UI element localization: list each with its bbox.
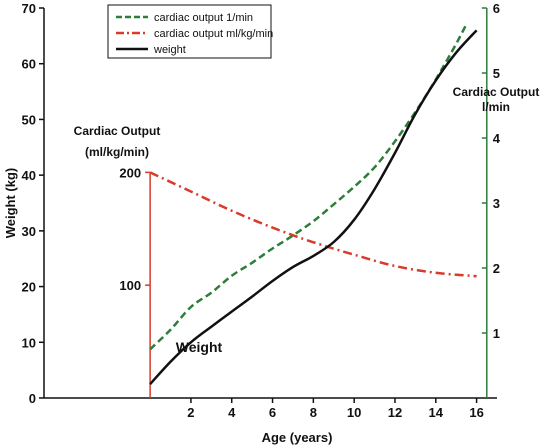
x-tick-label-10: 10 [347, 405, 361, 420]
y-right-tick-label-2: 2 [493, 261, 500, 276]
x-tick-label-12: 12 [388, 405, 402, 420]
y-left-tick-label-20: 20 [22, 280, 36, 295]
series-cardiac-output-lmin-line [149, 23, 468, 351]
weight-annotation: Weight [176, 339, 223, 355]
y-left-tick-label-70: 70 [22, 1, 36, 16]
x-tick-label-16: 16 [469, 405, 483, 420]
x-tick-label-4: 4 [228, 405, 236, 420]
y-inner-tick-label-100: 100 [119, 278, 141, 293]
legend-label-cardiac-output-lmin: cardiac output 1/min [154, 12, 253, 24]
y-left-tick-label-60: 60 [22, 57, 36, 72]
x-axis-title: Age (years) [262, 430, 333, 445]
plot-layer [149, 23, 478, 385]
right-axis-title-line2: l/min [482, 100, 510, 114]
y-axis-left-title: Weight (kg) [3, 168, 18, 239]
y-left-tick-label-10: 10 [22, 335, 36, 350]
y-right-tick-label-4: 4 [493, 131, 501, 146]
y-inner-tick-label-200: 200 [119, 165, 141, 180]
x-tick-label-8: 8 [310, 405, 317, 420]
inner-axis-title-line2: (ml/kg/min) [85, 145, 149, 159]
legend: cardiac output 1/min cardiac output ml/k… [107, 4, 273, 59]
series-weight-line [149, 29, 478, 385]
legend-label-weight: weight [153, 44, 186, 56]
y-right-tick-label-3: 3 [493, 196, 500, 211]
x-tick-label-6: 6 [269, 405, 276, 420]
y-left-tick-label-40: 40 [22, 168, 36, 183]
y-right-tick-label-6: 6 [493, 1, 500, 16]
y-right-tick-label-5: 5 [493, 66, 500, 81]
x-tick-label-2: 2 [187, 405, 194, 420]
x-tick-label-14: 14 [429, 405, 444, 420]
series-cardiac-output-mlkgmin-line [149, 171, 477, 278]
y-right-tick-label-1: 1 [493, 326, 500, 341]
y-left-tick-label-30: 30 [22, 224, 36, 239]
y-left-tick-label-50: 50 [22, 112, 36, 127]
right-axis-title-line1: Cardiac Output [453, 85, 540, 99]
inner-axis-title-line1: Cardiac Output [74, 124, 161, 138]
legend-label-cardiac-output-mlkgmin: cardiac output ml/kg/min [154, 28, 273, 40]
y-left-tick-label-0: 0 [29, 391, 36, 406]
